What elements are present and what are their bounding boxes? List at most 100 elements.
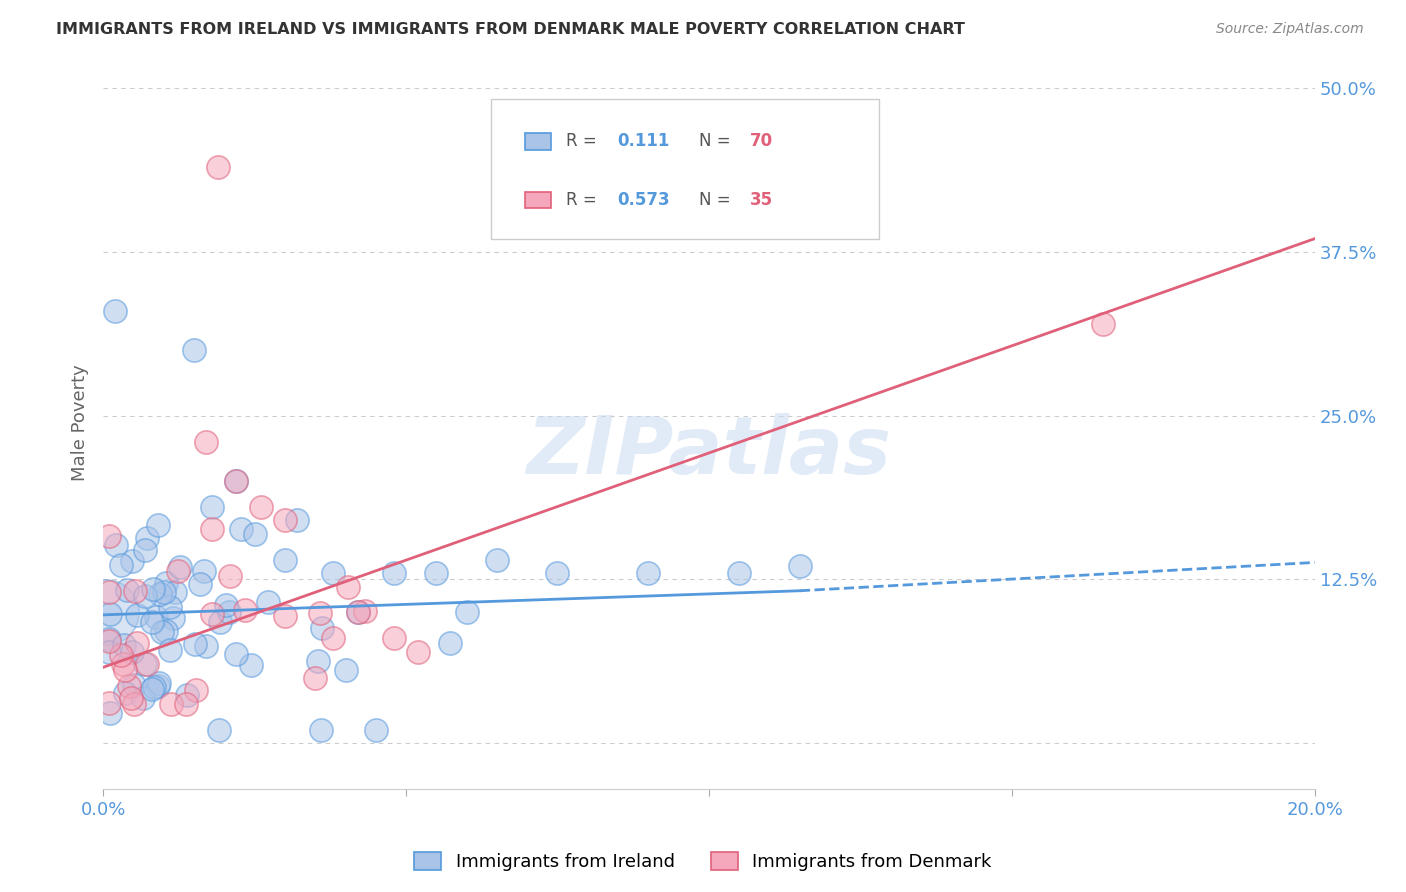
Point	[257, 594, 280, 608]
Point	[155, 624, 177, 638]
Point	[218, 569, 240, 583]
Point	[121, 554, 143, 568]
Point	[439, 636, 461, 650]
Point	[110, 558, 132, 572]
Point	[425, 566, 447, 580]
Point	[311, 621, 333, 635]
Point	[145, 609, 167, 624]
Point	[110, 648, 132, 662]
Point	[274, 608, 297, 623]
Point	[274, 553, 297, 567]
Point	[240, 658, 263, 673]
Point	[114, 686, 136, 700]
Point	[136, 657, 159, 672]
Point	[142, 680, 165, 694]
Point	[186, 683, 208, 698]
Point	[96, 605, 118, 619]
Point	[382, 632, 405, 646]
Point	[546, 566, 568, 580]
Point	[160, 697, 183, 711]
Point	[307, 653, 329, 667]
Point	[207, 723, 229, 738]
Point	[346, 605, 368, 619]
Point	[149, 586, 172, 600]
Point	[148, 676, 170, 690]
Point	[114, 663, 136, 677]
Point	[141, 615, 163, 629]
Text: IMMIGRANTS FROM IRELAND VS IMMIGRANTS FROM DENMARK MALE POVERTY CORRELATION CHAR: IMMIGRANTS FROM IRELAND VS IMMIGRANTS FR…	[56, 22, 965, 37]
Point	[111, 657, 134, 672]
Text: 70: 70	[751, 133, 773, 151]
Point	[406, 644, 429, 658]
Point	[124, 583, 146, 598]
Point	[98, 645, 121, 659]
Text: 0.111: 0.111	[617, 133, 669, 151]
Point	[229, 522, 252, 536]
Point	[155, 576, 177, 591]
Point	[183, 343, 205, 357]
Point	[285, 514, 308, 528]
Point	[134, 543, 156, 558]
Point	[105, 538, 128, 552]
Point	[98, 607, 121, 621]
Point	[218, 605, 240, 619]
Point	[142, 582, 165, 596]
Point	[125, 635, 148, 649]
Point	[174, 697, 197, 711]
Point	[322, 632, 344, 646]
Point	[118, 679, 141, 693]
Point	[346, 605, 368, 619]
Text: N =: N =	[699, 191, 737, 209]
Point	[193, 564, 215, 578]
Point	[131, 691, 153, 706]
Text: N =: N =	[699, 133, 737, 151]
Point	[165, 585, 187, 599]
Point	[215, 599, 238, 613]
Point	[201, 522, 224, 536]
Point	[162, 611, 184, 625]
FancyBboxPatch shape	[524, 134, 551, 150]
Point	[1091, 317, 1114, 331]
Point	[322, 566, 344, 580]
Legend: Immigrants from Ireland, Immigrants from Denmark: Immigrants from Ireland, Immigrants from…	[406, 845, 1000, 879]
Point	[121, 645, 143, 659]
Point	[637, 566, 659, 580]
Point	[201, 607, 224, 621]
Point	[122, 697, 145, 711]
Point	[98, 528, 121, 542]
Point	[382, 566, 405, 580]
Point	[335, 664, 357, 678]
Point	[120, 691, 142, 706]
Text: R =: R =	[567, 191, 602, 209]
Point	[166, 564, 188, 578]
Point	[225, 647, 247, 661]
Point	[243, 526, 266, 541]
Point	[195, 639, 218, 653]
Point	[337, 580, 360, 594]
Point	[225, 474, 247, 488]
Point	[122, 677, 145, 691]
Text: Source: ZipAtlas.com: Source: ZipAtlas.com	[1216, 22, 1364, 37]
Point	[195, 434, 218, 449]
Text: ZIPatlas: ZIPatlas	[526, 412, 891, 491]
Point	[308, 606, 330, 620]
Text: 0.573: 0.573	[617, 191, 669, 209]
Point	[146, 517, 169, 532]
FancyBboxPatch shape	[524, 192, 551, 208]
Point	[150, 624, 173, 639]
Point	[98, 696, 121, 710]
Point	[201, 500, 224, 515]
Point	[169, 560, 191, 574]
Point	[141, 682, 163, 697]
Point	[153, 585, 176, 599]
Point	[134, 657, 156, 671]
Point	[98, 632, 121, 646]
Text: R =: R =	[567, 133, 602, 151]
Point	[115, 582, 138, 597]
Point	[353, 604, 375, 618]
Point	[159, 642, 181, 657]
Point	[127, 607, 149, 622]
Point	[233, 603, 256, 617]
Point	[207, 160, 229, 174]
Point	[456, 605, 478, 619]
